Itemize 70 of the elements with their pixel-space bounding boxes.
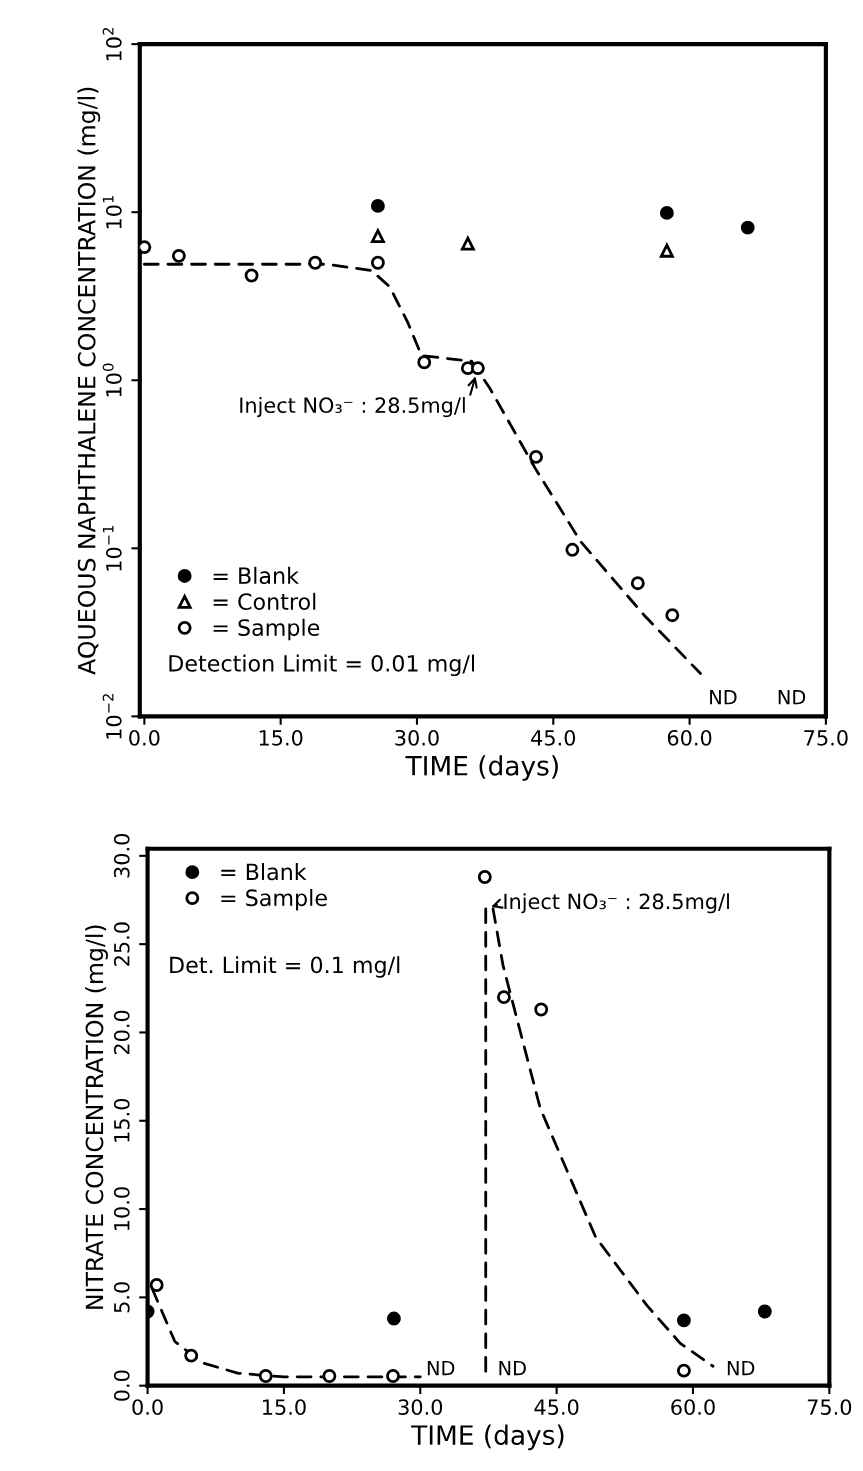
- legend-label: = Sample: [221, 888, 327, 911]
- annotation: Inject NO₃⁻ : 28.5mg/l: [240, 396, 465, 418]
- point: [184, 1348, 199, 1363]
- legend-label: = Control: [213, 592, 316, 611]
- x-tick-label: 45.0: [534, 1399, 579, 1415]
- annotation: ND: [727, 1361, 755, 1376]
- x-tick-label: 15.0: [263, 1399, 306, 1415]
- point: [417, 355, 432, 370]
- annotation: ND: [427, 1361, 455, 1376]
- y-tick-label: 10$^{2}$: [102, 27, 122, 61]
- point: [171, 248, 186, 263]
- x-tick-label: 0.0: [129, 729, 160, 746]
- y-tick-label: 5.0: [113, 1282, 130, 1313]
- point: [740, 220, 755, 235]
- y-axis-title: AQUEOUS NAPHTHALENE CONCENTRATION (mg/l): [77, 87, 101, 675]
- point: [370, 255, 385, 270]
- point: [665, 608, 680, 623]
- legend-label: = Blank: [213, 566, 299, 585]
- x-tick-label: 75.0: [804, 729, 848, 746]
- legend-label: = Blank: [221, 863, 307, 881]
- x-tick-label: 60.0: [671, 1399, 715, 1415]
- point: [149, 1278, 164, 1292]
- point: [139, 240, 152, 255]
- point: [676, 1363, 691, 1378]
- point: [659, 205, 674, 220]
- point: [370, 198, 385, 213]
- y-tick-label: 10$^{−1}$: [102, 525, 122, 571]
- point: [470, 361, 485, 376]
- y-tick-label: 25.0: [113, 922, 130, 966]
- x-tick-label: 30.0: [398, 1399, 443, 1415]
- x-axis-title: TIME (days): [405, 755, 558, 781]
- point: [529, 449, 543, 464]
- point: [258, 1369, 273, 1383]
- point: [322, 1369, 337, 1383]
- legend-label: = Sample: [213, 618, 320, 641]
- point: [534, 1002, 549, 1017]
- point: [757, 1304, 772, 1319]
- annotation: Inject NO₃⁻ : 28.5mg/l: [504, 893, 729, 914]
- y-tick-label: 10$^{0}$: [102, 363, 122, 397]
- annotation: ND: [499, 1361, 526, 1376]
- y-tick-label: 15.0: [113, 1098, 130, 1142]
- point: [386, 1311, 401, 1326]
- annotation: Detection Limit = 0.01 mg/l: [169, 654, 474, 677]
- x-tick-label: 75.0: [807, 1399, 852, 1415]
- point: [244, 268, 259, 283]
- x-tick-label: 60.0: [667, 729, 712, 746]
- x-tick-label: 45.0: [531, 729, 576, 746]
- annotation: ND: [710, 690, 737, 705]
- y-tick-label: 10$^{−2}$: [102, 694, 122, 739]
- point: [676, 1313, 691, 1328]
- x-tick-label: 15.0: [259, 729, 303, 746]
- point: [496, 990, 511, 1005]
- x-axis-title: TIME (days): [411, 1424, 564, 1451]
- point: [460, 236, 475, 251]
- point: [565, 542, 580, 557]
- point: [370, 229, 385, 244]
- y-tick-label: 30.0: [113, 834, 130, 878]
- point: [630, 576, 645, 591]
- y-tick-label: 20.0: [113, 1010, 130, 1055]
- x-tick-label: 30.0: [395, 729, 439, 746]
- point: [308, 255, 323, 270]
- point: [659, 243, 674, 258]
- y-tick-label: 10$^{1}$: [102, 195, 122, 229]
- annotation: Det. Limit = 0.1 mg/l: [170, 956, 400, 978]
- y-tick-label: 10.0: [113, 1187, 130, 1230]
- annotation: ND: [778, 690, 806, 705]
- point: [386, 1369, 400, 1383]
- x-tick-label: 0.0: [132, 1399, 163, 1415]
- point: [477, 870, 492, 884]
- y-axis-title: NITRATE CONCENTRATION (mg/l): [85, 925, 108, 1309]
